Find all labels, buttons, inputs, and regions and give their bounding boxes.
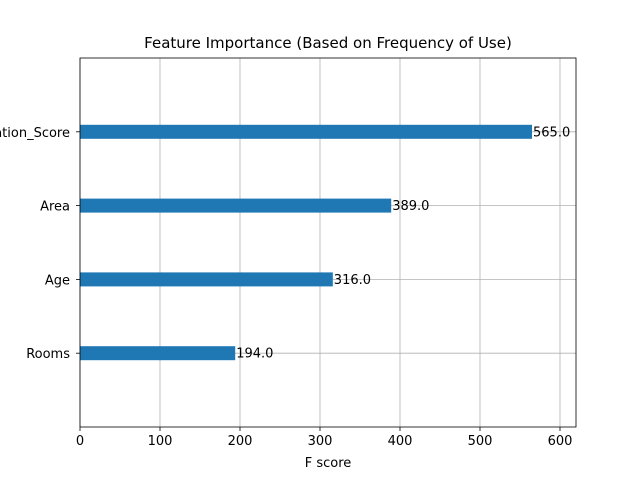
x-tick-label: 200 bbox=[228, 434, 253, 449]
y-tick-label: Area bbox=[40, 200, 70, 215]
chart-title: Feature Importance (Based on Frequency o… bbox=[144, 34, 512, 52]
x-tick-label: 300 bbox=[308, 434, 333, 449]
bar-value-label: 194.0 bbox=[236, 347, 273, 362]
x-axis-label: F score bbox=[305, 456, 352, 471]
bars bbox=[80, 124, 532, 361]
y-tick-label: Age bbox=[45, 273, 70, 288]
bar-value-label: 565.0 bbox=[533, 125, 570, 140]
data-labels: 565.0 389.0 316.0 194.0 bbox=[236, 125, 570, 361]
y-tick-label: Location_Score bbox=[0, 126, 70, 141]
x-tick-label: 0 bbox=[76, 434, 84, 449]
y-axis-ticks: Location_Score Area Age Rooms bbox=[0, 126, 80, 362]
x-tick-label: 100 bbox=[148, 434, 173, 449]
y-tick-label: Rooms bbox=[26, 347, 70, 362]
x-axis-ticks: 0 100 200 300 400 500 600 bbox=[76, 427, 573, 449]
bar-age bbox=[80, 272, 333, 287]
bar-value-label: 389.0 bbox=[392, 199, 429, 214]
bar-area bbox=[80, 198, 392, 213]
x-tick-label: 600 bbox=[548, 434, 573, 449]
bar-value-label: 316.0 bbox=[334, 273, 371, 288]
bar-location-score bbox=[80, 124, 532, 139]
x-tick-label: 400 bbox=[388, 434, 413, 449]
bar-rooms bbox=[80, 346, 236, 361]
x-tick-label: 500 bbox=[468, 434, 493, 449]
plot-frame bbox=[79, 57, 577, 428]
